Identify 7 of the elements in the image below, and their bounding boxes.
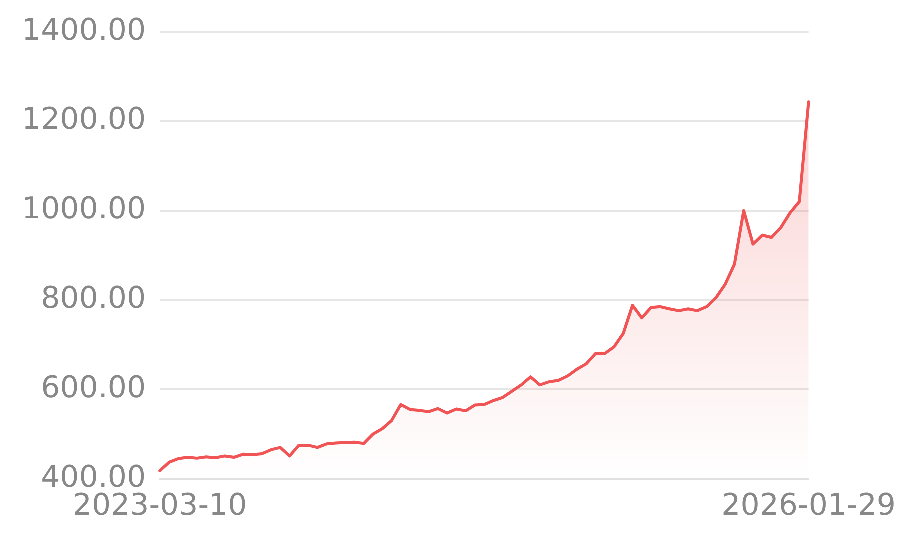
x-tick-label: 2026-01-29: [722, 488, 896, 523]
y-tick-label: 1200.00: [22, 102, 146, 138]
y-tick-label: 600.00: [41, 370, 146, 406]
x-tick-label: 2023-03-10: [72, 488, 248, 523]
y-tick-label: 800.00: [41, 280, 146, 316]
y-tick-label: 1000.00: [22, 192, 146, 227]
y-tick-label: 1400.00: [22, 12, 146, 48]
